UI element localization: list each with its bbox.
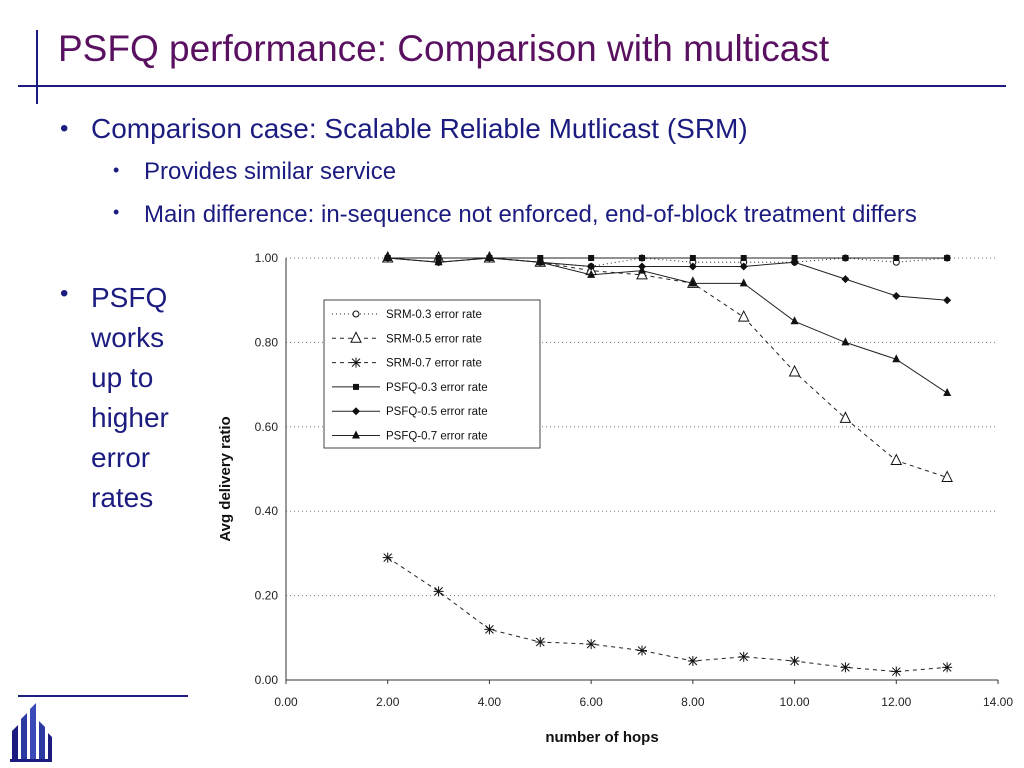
legend-entry: PSFQ-0.7 error rate — [386, 431, 488, 443]
x-tick-label: 10.00 — [780, 695, 810, 709]
data-point-series-5 — [892, 354, 901, 363]
bullet-dot-icon: • — [60, 280, 69, 307]
data-point-series-4 — [790, 258, 799, 267]
x-tick-label: 14.00 — [983, 695, 1013, 709]
bullet-text: Provides similar service — [144, 158, 397, 185]
y-tick-label: 0.60 — [255, 420, 279, 434]
y-tick-label: 0.40 — [255, 504, 279, 518]
data-point-series-2 — [738, 651, 749, 662]
data-point-series-1 — [890, 453, 903, 466]
bullet-dot-icon: • — [60, 115, 69, 142]
bullet-text: PSFQ works up to higher error rates — [91, 282, 169, 513]
data-point-series-5 — [943, 388, 952, 397]
data-point-series-2 — [382, 552, 393, 563]
data-point-series-4 — [892, 291, 901, 300]
data-point-series-2 — [789, 656, 800, 667]
y-tick-label: 0.20 — [255, 589, 279, 603]
data-point-series-1 — [636, 267, 648, 280]
data-point-series-3 — [791, 255, 798, 261]
data-point-series-2 — [484, 624, 495, 635]
data-point-series-3 — [893, 255, 900, 261]
data-point-series-2 — [535, 637, 546, 648]
data-point-series-3 — [689, 255, 696, 261]
series-line-5 — [387, 257, 948, 394]
delivery-ratio-chart: 0.00 0.20 0.40 0.60 0.80 1.00 0.00 2.00 4.00 6.00… — [217, 250, 1013, 746]
data-point-series-3 — [944, 255, 951, 261]
title-rule — [18, 85, 1006, 87]
data-point-series-5 — [790, 316, 799, 325]
legend-entry: PSFQ-0.5 error rate — [386, 406, 488, 418]
series-line-2 — [387, 557, 948, 673]
legend-box — [323, 299, 541, 449]
data-point-series-1 — [737, 309, 750, 322]
data-point-series-4 — [688, 262, 697, 271]
title-accent-rule — [36, 30, 38, 104]
legend-marker — [352, 430, 360, 439]
data-point-series-2 — [840, 662, 851, 673]
legend-entry: PSFQ-0.3 error rate — [386, 382, 488, 394]
data-point-series-5 — [536, 257, 545, 266]
data-point-series-4 — [943, 296, 952, 305]
y-axis-label: Avg delivery ratio — [217, 416, 234, 541]
footer-rule — [18, 695, 188, 697]
data-point-series-1 — [839, 411, 852, 423]
data-point-series-3 — [740, 255, 747, 261]
data-point-series-2 — [433, 586, 444, 597]
series-line-1 — [387, 257, 948, 478]
x-tick-label: 4.00 — [478, 695, 502, 709]
data-point-series-5 — [434, 257, 443, 266]
legend-marker — [353, 383, 359, 390]
bullet-dot-icon: • — [113, 160, 120, 180]
data-point-series-5 — [841, 337, 850, 346]
data-point-series-3 — [588, 255, 595, 261]
bullet-dot-icon: • — [113, 202, 120, 222]
y-tick-label: 0.00 — [255, 673, 279, 687]
data-point-series-4 — [587, 262, 596, 271]
slide-title: PSFQ performance: Comparison with multic… — [58, 28, 830, 69]
data-point-series-5 — [638, 265, 646, 274]
data-point-series-2 — [586, 639, 597, 650]
bullet-text: Comparison case: Scalable Reliable Mutli… — [91, 113, 748, 144]
data-point-series-5 — [688, 278, 697, 287]
legend-marker — [352, 407, 360, 416]
university-logo-icon — [10, 703, 52, 762]
y-tick-label: 1.00 — [255, 251, 279, 265]
legend-entry: SRM-0.5 error rate — [386, 333, 482, 345]
data-point-series-4 — [739, 262, 748, 271]
data-point-series-2 — [637, 645, 647, 656]
data-point-series-4 — [841, 275, 850, 284]
data-point-series-1 — [941, 470, 953, 482]
legend-marker — [352, 310, 360, 318]
data-point-series-1 — [788, 364, 801, 377]
data-point-series-2 — [891, 666, 902, 677]
legend-entry: SRM-0.7 error rate — [386, 358, 482, 370]
x-tick-label: 2.00 — [376, 695, 400, 709]
bullet-text: Main difference: in-sequence not enforce… — [144, 201, 917, 228]
x-tick-label: 8.00 — [681, 695, 705, 709]
data-point-series-3 — [639, 255, 645, 261]
data-point-series-5 — [739, 278, 748, 287]
x-tick-label: 6.00 — [579, 695, 603, 709]
legend-marker — [351, 357, 361, 368]
data-point-series-5 — [587, 269, 596, 278]
legend-marker — [350, 331, 362, 343]
data-point-series-2 — [942, 662, 953, 673]
data-point-series-5 — [485, 253, 494, 261]
data-point-series-3 — [842, 255, 849, 261]
data-point-series-2 — [687, 656, 698, 667]
data-point-series-5 — [383, 253, 392, 261]
x-axis-label: number of hops — [545, 729, 658, 746]
x-tick-label: 0.00 — [274, 695, 298, 709]
legend-entry: SRM-0.3 error rate — [386, 309, 482, 321]
y-tick-label: 0.80 — [255, 335, 279, 349]
x-tick-label: 12.00 — [881, 695, 911, 709]
